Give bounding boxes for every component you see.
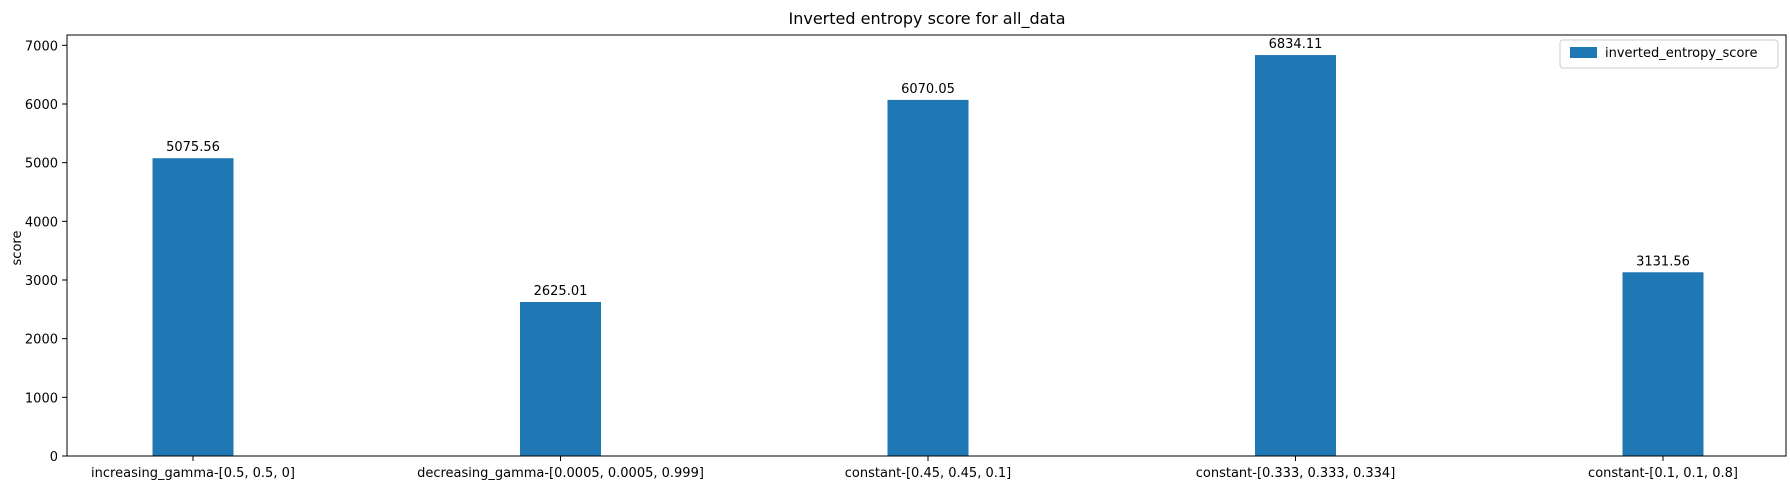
x-tick-label-3: constant-[0.333, 0.333, 0.334] — [1196, 466, 1396, 481]
y-tick-label-3: 3000 — [25, 274, 58, 289]
plot-frame — [66, 34, 1787, 457]
y-axis-label: score — [10, 231, 25, 266]
y-tick-label-1: 1000 — [25, 391, 58, 406]
bar-value-label-4: 3131.56 — [1636, 254, 1690, 269]
y-tick-label-0: 0 — [50, 450, 58, 465]
legend-swatch — [1570, 47, 1597, 58]
y-tick-label-7: 7000 — [25, 39, 58, 54]
bar-3 — [1255, 55, 1336, 457]
x-tick-label-4: constant-[0.1, 0.1, 0.8] — [1588, 466, 1738, 481]
x-tick-label-2: constant-[0.45, 0.45, 0.1] — [845, 466, 1011, 481]
y-tick-label-5: 5000 — [25, 157, 58, 172]
bar-value-label-1: 2625.01 — [534, 284, 588, 299]
legend: inverted_entropy_score — [1559, 39, 1779, 69]
bar-value-label-2: 6070.05 — [901, 82, 955, 97]
chart-title: Inverted entropy score for all_data — [789, 9, 1066, 29]
y-tick-label-4: 4000 — [25, 215, 58, 230]
bar-0 — [152, 158, 234, 456]
y-axis: 0 1000 2000 3000 4000 5000 6000 7000 — [25, 39, 67, 465]
legend-label: inverted_entropy_score — [1605, 46, 1757, 61]
bar-4 — [1622, 272, 1704, 456]
x-tick-label-1: decreasing_gamma-[0.0005, 0.0005, 0.999] — [417, 466, 704, 481]
bar-1 — [520, 301, 601, 456]
x-tick-label-0: increasing_gamma-[0.5, 0.5, 0] — [91, 466, 295, 481]
bar-2 — [887, 99, 969, 456]
bar-value-label-3: 6834.11 — [1269, 37, 1323, 52]
legend-box — [1559, 39, 1779, 69]
x-axis: increasing_gamma-[0.5, 0.5, 0] decreasing… — [91, 456, 1738, 481]
y-tick-label-2: 2000 — [25, 333, 58, 348]
bar-value-label-0: 5075.56 — [166, 140, 220, 155]
bars-layer: 5075.56 2625.01 6070.05 6834.11 3131.56 — [152, 37, 1704, 457]
y-tick-label-6: 6000 — [25, 98, 58, 113]
